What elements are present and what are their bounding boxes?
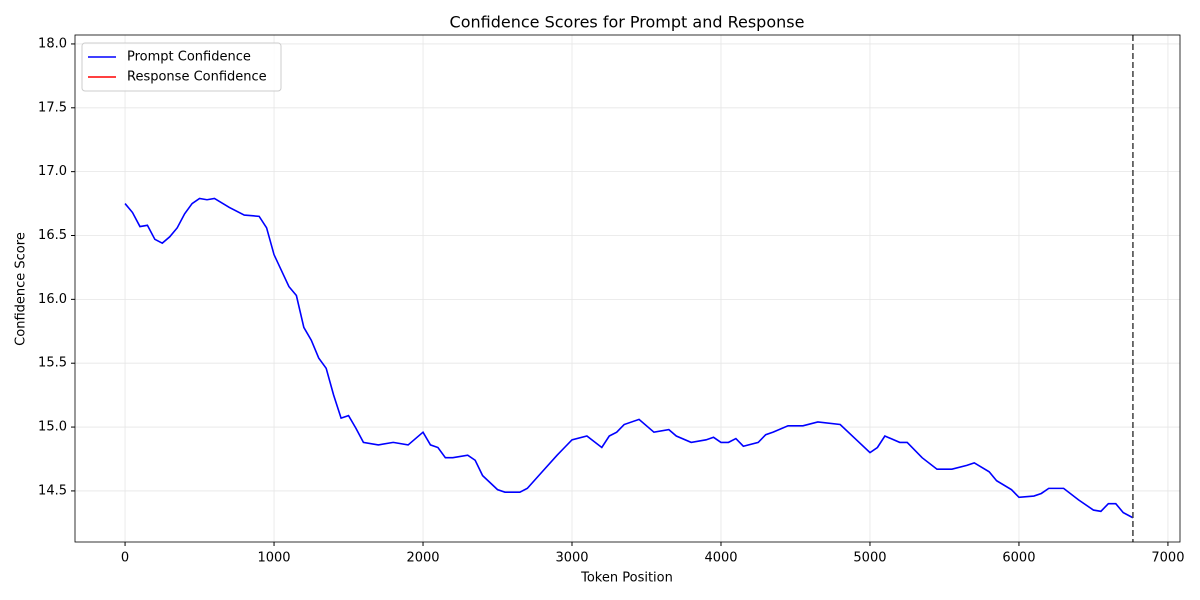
x-tick-label: 7000 [1151, 551, 1184, 566]
legend-box [81, 42, 282, 92]
y-tick-label: 15.5 [38, 356, 67, 371]
x-tick-label: 2000 [406, 551, 439, 566]
x-tick-label: 6000 [1002, 551, 1035, 566]
x-tick-label: 1000 [257, 551, 290, 566]
chart-title: Confidence Scores for Prompt and Respons… [450, 13, 805, 32]
y-tick-label: 18.0 [38, 36, 67, 51]
x-tick-label: 4000 [704, 551, 737, 566]
y-tick-label: 15.0 [38, 420, 67, 435]
x-tick-label: 5000 [853, 551, 886, 566]
x-tick-label: 0 [121, 551, 129, 566]
legend-label: Response Confidence [127, 70, 267, 85]
legend-label: Prompt Confidence [127, 50, 251, 65]
data-line [124, 197, 1134, 519]
x-axis-label: Token Position [580, 571, 673, 586]
plot-frame [74, 34, 1181, 543]
y-axis-label: Confidence Score [14, 232, 29, 346]
y-tick-label: 14.5 [38, 483, 67, 498]
x-tick-label: 3000 [555, 551, 588, 566]
y-tick-label: 16.0 [38, 292, 67, 307]
y-tick-label: 17.5 [38, 100, 67, 115]
y-tick-label: 16.5 [38, 228, 67, 243]
y-tick-label: 17.0 [38, 164, 67, 179]
